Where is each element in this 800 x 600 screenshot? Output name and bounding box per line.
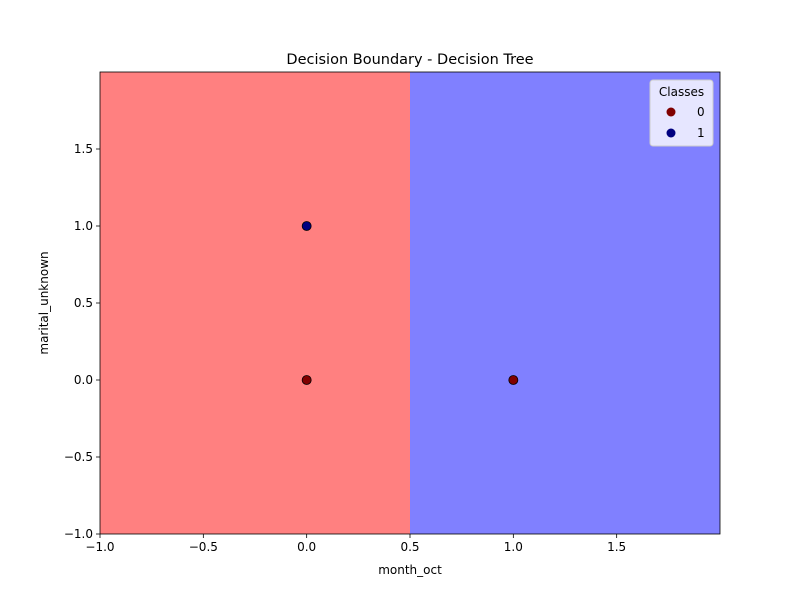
y-tick-label: −1.0	[64, 527, 93, 541]
x-tick-label: −0.5	[189, 540, 218, 554]
data-point-class-0-1	[508, 375, 519, 385]
legend: Classes 0 1	[649, 79, 714, 147]
data-point-class-1-0	[301, 221, 312, 231]
legend-label-class-0: 0	[697, 105, 705, 119]
y-tick-label: 0.0	[74, 373, 93, 387]
legend-marker-class-0	[666, 107, 676, 117]
x-tick-label: 0.0	[297, 540, 316, 554]
x-tick-label: 1.0	[504, 540, 523, 554]
y-axis-label: marital_unknown	[37, 251, 51, 354]
x-tick-label: −1.0	[85, 540, 114, 554]
x-tick-label: 1.5	[607, 540, 626, 554]
y-tick-label: 1.0	[74, 219, 93, 233]
decision-region-class-1	[410, 72, 720, 534]
legend-marker-class-1	[666, 128, 676, 138]
data-point-class-0-0	[301, 375, 312, 385]
legend-frame	[649, 79, 714, 147]
x-axis-label: month_oct	[378, 563, 442, 577]
y-tick-label: 0.5	[74, 296, 93, 310]
y-axis: −1.0 −0.5 0.0 0.5 1.0 1.5	[64, 142, 100, 541]
legend-label-class-1: 1	[697, 126, 705, 140]
y-tick-label: −0.5	[64, 450, 93, 464]
x-axis: −1.0 −0.5 0.0 0.5 1.0 1.5	[85, 534, 626, 554]
decision-region-class-0	[100, 72, 410, 534]
y-tick-label: 1.5	[74, 142, 93, 156]
plot-area	[99, 71, 721, 535]
legend-title: Classes	[659, 85, 704, 99]
x-tick-label: 0.5	[400, 540, 419, 554]
chart-title: Decision Boundary - Decision Tree	[286, 52, 533, 68]
